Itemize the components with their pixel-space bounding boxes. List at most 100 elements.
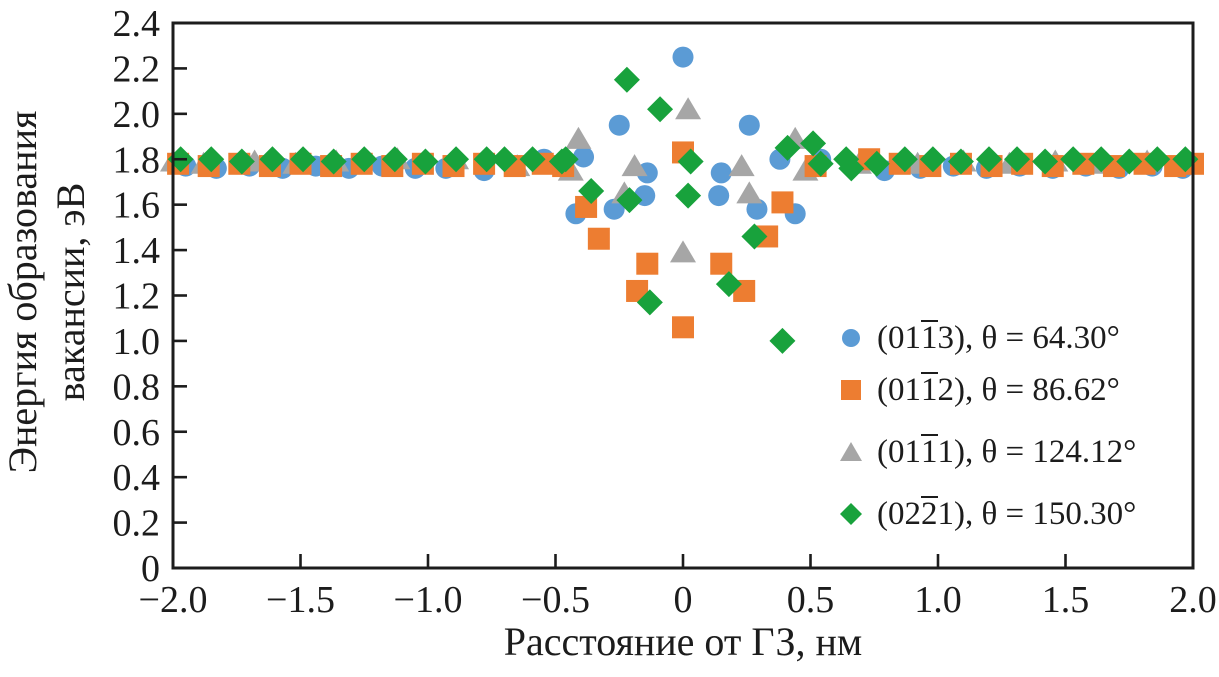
data-point-diamond [1088, 146, 1115, 173]
data-point-diamond [552, 146, 579, 173]
data-point-diamond [715, 271, 742, 298]
data-point-diamond [976, 146, 1002, 173]
data-point-circle [710, 162, 732, 184]
data-point-diamond [863, 150, 890, 177]
x-tick-label: 0.5 [787, 579, 835, 621]
data-point-diamond [838, 155, 865, 182]
data-point-diamond [636, 289, 663, 316]
data-point-diamond [800, 130, 827, 157]
y-tick-label: 1.4 [113, 230, 161, 272]
data-point-diamond [774, 134, 801, 161]
triangle-marker-icon [840, 442, 862, 461]
y-tick-label: 2.2 [113, 48, 161, 90]
y-tick-label: 1.8 [113, 139, 161, 181]
x-tick-label: −2.0 [139, 579, 208, 621]
data-point-diamond [616, 187, 643, 214]
series-triangle [160, 97, 1199, 263]
data-point-square [587, 227, 610, 250]
data-point-diamond [1116, 148, 1143, 175]
legend-label-0112: (0112), θ = 86.62° [877, 371, 1120, 408]
y-tick-label: 2.4 [113, 3, 161, 45]
series-diamond [167, 66, 1199, 354]
data-point-diamond [647, 96, 674, 123]
data-point-diamond [675, 182, 702, 209]
data-point-diamond [769, 327, 796, 354]
y-tick-label: 1.2 [113, 276, 161, 318]
y-tick-label: 0.8 [113, 366, 161, 408]
x-tick-label: −1.5 [266, 579, 335, 621]
data-point-triangle [728, 154, 755, 177]
tick-labels-layer: −2.0 −1.5 −1.0 −0.5 0 0.5 1.0 1.5 2.000.20.40.60… [113, 3, 1217, 621]
legend-item-0112: (0112), θ = 86.62° [838, 371, 1120, 408]
data-point-diamond [1004, 146, 1031, 173]
data-point-square [771, 191, 794, 214]
legend-item-0113: (0113), θ = 64.30° [838, 319, 1120, 356]
data-point-circle [573, 146, 595, 168]
data-point-diamond [381, 146, 408, 173]
axis-ticks-layer [171, 21, 1195, 570]
y-tick-label: 1.6 [113, 185, 161, 227]
x-tick-label: −1.0 [394, 579, 463, 621]
data-point-square [672, 316, 694, 339]
data-point-diamond [351, 146, 378, 173]
x-axis-title: Расстояние от ГЗ, нм [504, 619, 863, 664]
data-point-triangle [736, 181, 763, 204]
data-point-diamond [290, 146, 317, 173]
x-tick-label: 2.0 [1169, 579, 1217, 621]
data-point-diamond [473, 146, 500, 173]
data-point-circle [603, 198, 625, 220]
diamond-marker-icon [840, 503, 862, 525]
data-point-circle [738, 114, 760, 136]
square-marker-icon [841, 380, 861, 400]
legend-label-0111: (0111), θ = 124.12° [877, 433, 1137, 470]
data-points-layer [160, 46, 1204, 354]
data-point-diamond [259, 146, 286, 173]
data-point-diamond [578, 178, 605, 205]
x-tick-label: 1.0 [914, 579, 962, 621]
data-point-triangle [675, 97, 702, 120]
y-tick-label: 0.2 [113, 503, 161, 545]
data-point-diamond [919, 146, 946, 173]
y-axis-title-line2: вакансии, эВ [48, 183, 93, 402]
x-tick-label: −0.5 [521, 579, 590, 621]
data-point-diamond [412, 148, 439, 175]
data-point-diamond [891, 146, 918, 173]
data-point-circle [608, 114, 630, 136]
x-tick-label: 0 [674, 579, 693, 621]
data-point-square [636, 252, 659, 275]
legend-item-0221: (0221), θ = 150.30° [838, 495, 1137, 532]
data-point-diamond [1144, 146, 1171, 173]
data-point-diamond [443, 146, 470, 173]
data-point-circle [672, 46, 694, 68]
y-tick-label: 0.6 [113, 412, 161, 454]
data-point-triangle [565, 126, 592, 149]
data-point-diamond [228, 148, 255, 175]
legend-label-0113: (0113), θ = 64.30° [877, 319, 1120, 356]
data-point-diamond [1060, 146, 1087, 173]
data-point-diamond [807, 150, 834, 177]
data-point-triangle [621, 154, 648, 177]
data-point-diamond [947, 148, 974, 175]
y-tick-label: 0 [141, 548, 160, 590]
data-point-triangle [670, 240, 696, 263]
data-point-diamond [677, 148, 704, 175]
y-tick-label: 2.0 [113, 94, 161, 136]
data-point-circle [708, 185, 730, 207]
plot-area [171, 21, 1195, 570]
legend-item-0111: (0111), θ = 124.12° [838, 433, 1137, 470]
data-point-square [626, 279, 649, 302]
y-tick-label: 1.0 [113, 321, 161, 363]
data-point-diamond [491, 146, 518, 173]
y-axis-title-line1: Энергия образования [0, 111, 45, 474]
x-tick-label: 1.5 [1042, 579, 1090, 621]
data-point-diamond [613, 66, 640, 93]
data-point-circle [746, 198, 768, 220]
data-point-diamond [198, 146, 225, 173]
legend-label-0221: (0221), θ = 150.30° [877, 495, 1137, 532]
y-tick-label: 0.4 [113, 457, 161, 499]
data-point-diamond [320, 148, 347, 175]
data-point-diamond [519, 146, 546, 173]
data-point-diamond [1032, 148, 1059, 175]
